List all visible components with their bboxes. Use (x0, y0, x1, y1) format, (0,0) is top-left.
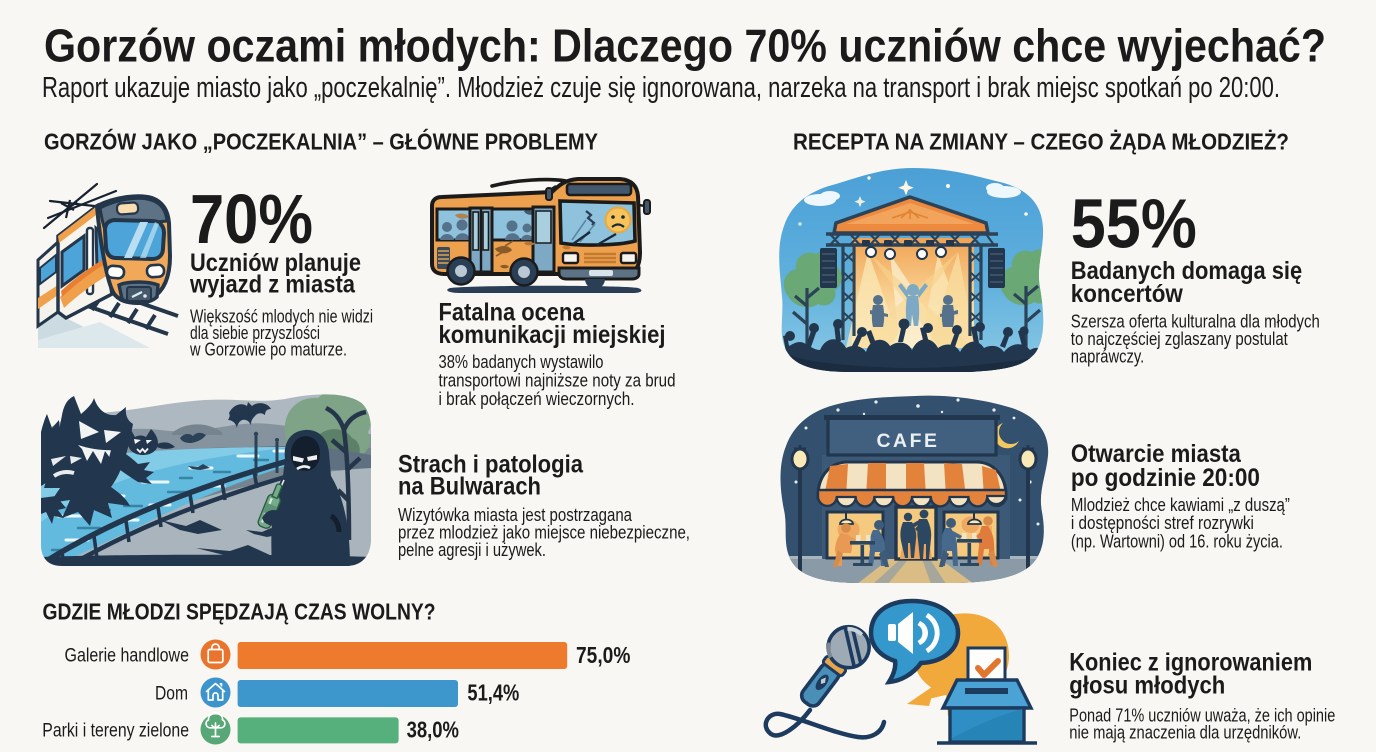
svg-text:przez mlodzież jako miejsce ni: przez mlodzież jako miejsce niebezpieczn… (398, 523, 690, 543)
svg-text:na Bulwarach: na Bulwarach (398, 472, 541, 500)
svg-text:Koniec z ignorowaniem: Koniec z ignorowaniem (1069, 648, 1312, 676)
svg-text:dla siebie przyszlości: dla siebie przyszlości (190, 323, 320, 343)
svg-text:i dostępności stref rozrywki: i dostępności stref rozrywki (1071, 513, 1254, 533)
svg-text:Fatalna ocena: Fatalna ocena (439, 299, 586, 327)
svg-text:GDZIE MŁODZI SPĘDZAJĄ CZAS WOL: GDZIE MŁODZI SPĘDZAJĄ CZAS WOLNY? (43, 599, 436, 625)
svg-text:i brak połączeń wieczornych.: i brak połączeń wieczornych. (439, 389, 635, 409)
svg-text:transportowi najniższe noty za: transportowi najniższe noty za brud (439, 371, 676, 391)
svg-text:koncertów: koncertów (1071, 280, 1183, 308)
svg-text:75,0%: 75,0% (576, 642, 630, 668)
svg-text:Otwarcie miasta: Otwarcie miasta (1071, 440, 1242, 468)
svg-text:51,4%: 51,4% (467, 680, 519, 706)
svg-text:głosu młodych: głosu młodych (1069, 672, 1225, 700)
svg-text:Ponad 71% uczniów uważa, że ic: Ponad 71% uczniów uważa, że ich opinie (1069, 706, 1335, 726)
svg-text:pelne agresji i używek.: pelne agresji i używek. (398, 540, 546, 560)
svg-text:GORZÓW JAKO „POCZEKALNIA” – GŁ: GORZÓW JAKO „POCZEKALNIA” – GŁÓWNE PROBL… (44, 128, 598, 155)
svg-text:wyjazd z miasta: wyjazd z miasta (189, 271, 356, 299)
svg-text:Uczniów planuje: Uczniów planuje (190, 249, 361, 277)
svg-text:Gorzów oczami młodych: Dlaczeg: Gorzów oczami młodych: Dlaczego 70% uczn… (44, 20, 1326, 72)
svg-text:napráwczy.: napráwczy. (1071, 347, 1144, 367)
svg-text:Wizytówka miasta jest postrzag: Wizytówka miasta jest postrzagana (398, 505, 633, 525)
svg-text:70%: 70% (190, 180, 313, 258)
svg-text:Dom: Dom (155, 684, 188, 705)
svg-text:38% badanych wystawilo: 38% badanych wystawilo (439, 352, 604, 372)
svg-text:komunikacji miejskiej: komunikacji miejskiej (439, 321, 666, 349)
svg-text:po godzinie 20:00: po godzinie 20:00 (1071, 464, 1260, 492)
svg-text:CAFE: CAFE (877, 431, 940, 452)
svg-text:to najczęściej zglaszany postu: to najczęściej zglaszany postulat (1071, 329, 1288, 349)
svg-text:RECEPTA NA ZMIANY – CZEGO ŻĄDA: RECEPTA NA ZMIANY – CZEGO ŻĄDA MŁODZIEŻ? (793, 129, 1289, 155)
svg-text:w Gorzowie po maturze.: w Gorzowie po maturze. (189, 340, 347, 360)
svg-text:55%: 55% (1071, 185, 1197, 263)
svg-text:Mlodzież chce kawiami „z duszą: Mlodzież chce kawiami „z duszą” (1071, 495, 1290, 515)
svg-text:Strach i patologia: Strach i patologia (398, 450, 584, 478)
svg-text:(np. Wartowni) od 16. roku życ: (np. Wartowni) od 16. roku życia. (1071, 531, 1283, 551)
svg-text:Galerie handlowe: Galerie handlowe (65, 646, 190, 667)
svg-text:Badanych domaga się: Badanych domaga się (1071, 257, 1302, 285)
svg-text:Raport ukazuje miasto jako „po: Raport ukazuje miasto jako „poczekalnię”… (42, 72, 1280, 104)
svg-text:Większość mlodych nie widzi: Większość mlodych nie widzi (190, 307, 373, 327)
svg-text:Szersza oferta kulturalna dla: Szersza oferta kulturalna dla młodych (1071, 312, 1320, 332)
svg-text:38,0%: 38,0% (407, 717, 459, 743)
svg-text:Parki i tereny zielone: Parki i tereny zielone (42, 721, 189, 742)
svg-text:nie mają znaczenia dla urzędni: nie mają znaczenia dla urzędników. (1069, 723, 1301, 743)
